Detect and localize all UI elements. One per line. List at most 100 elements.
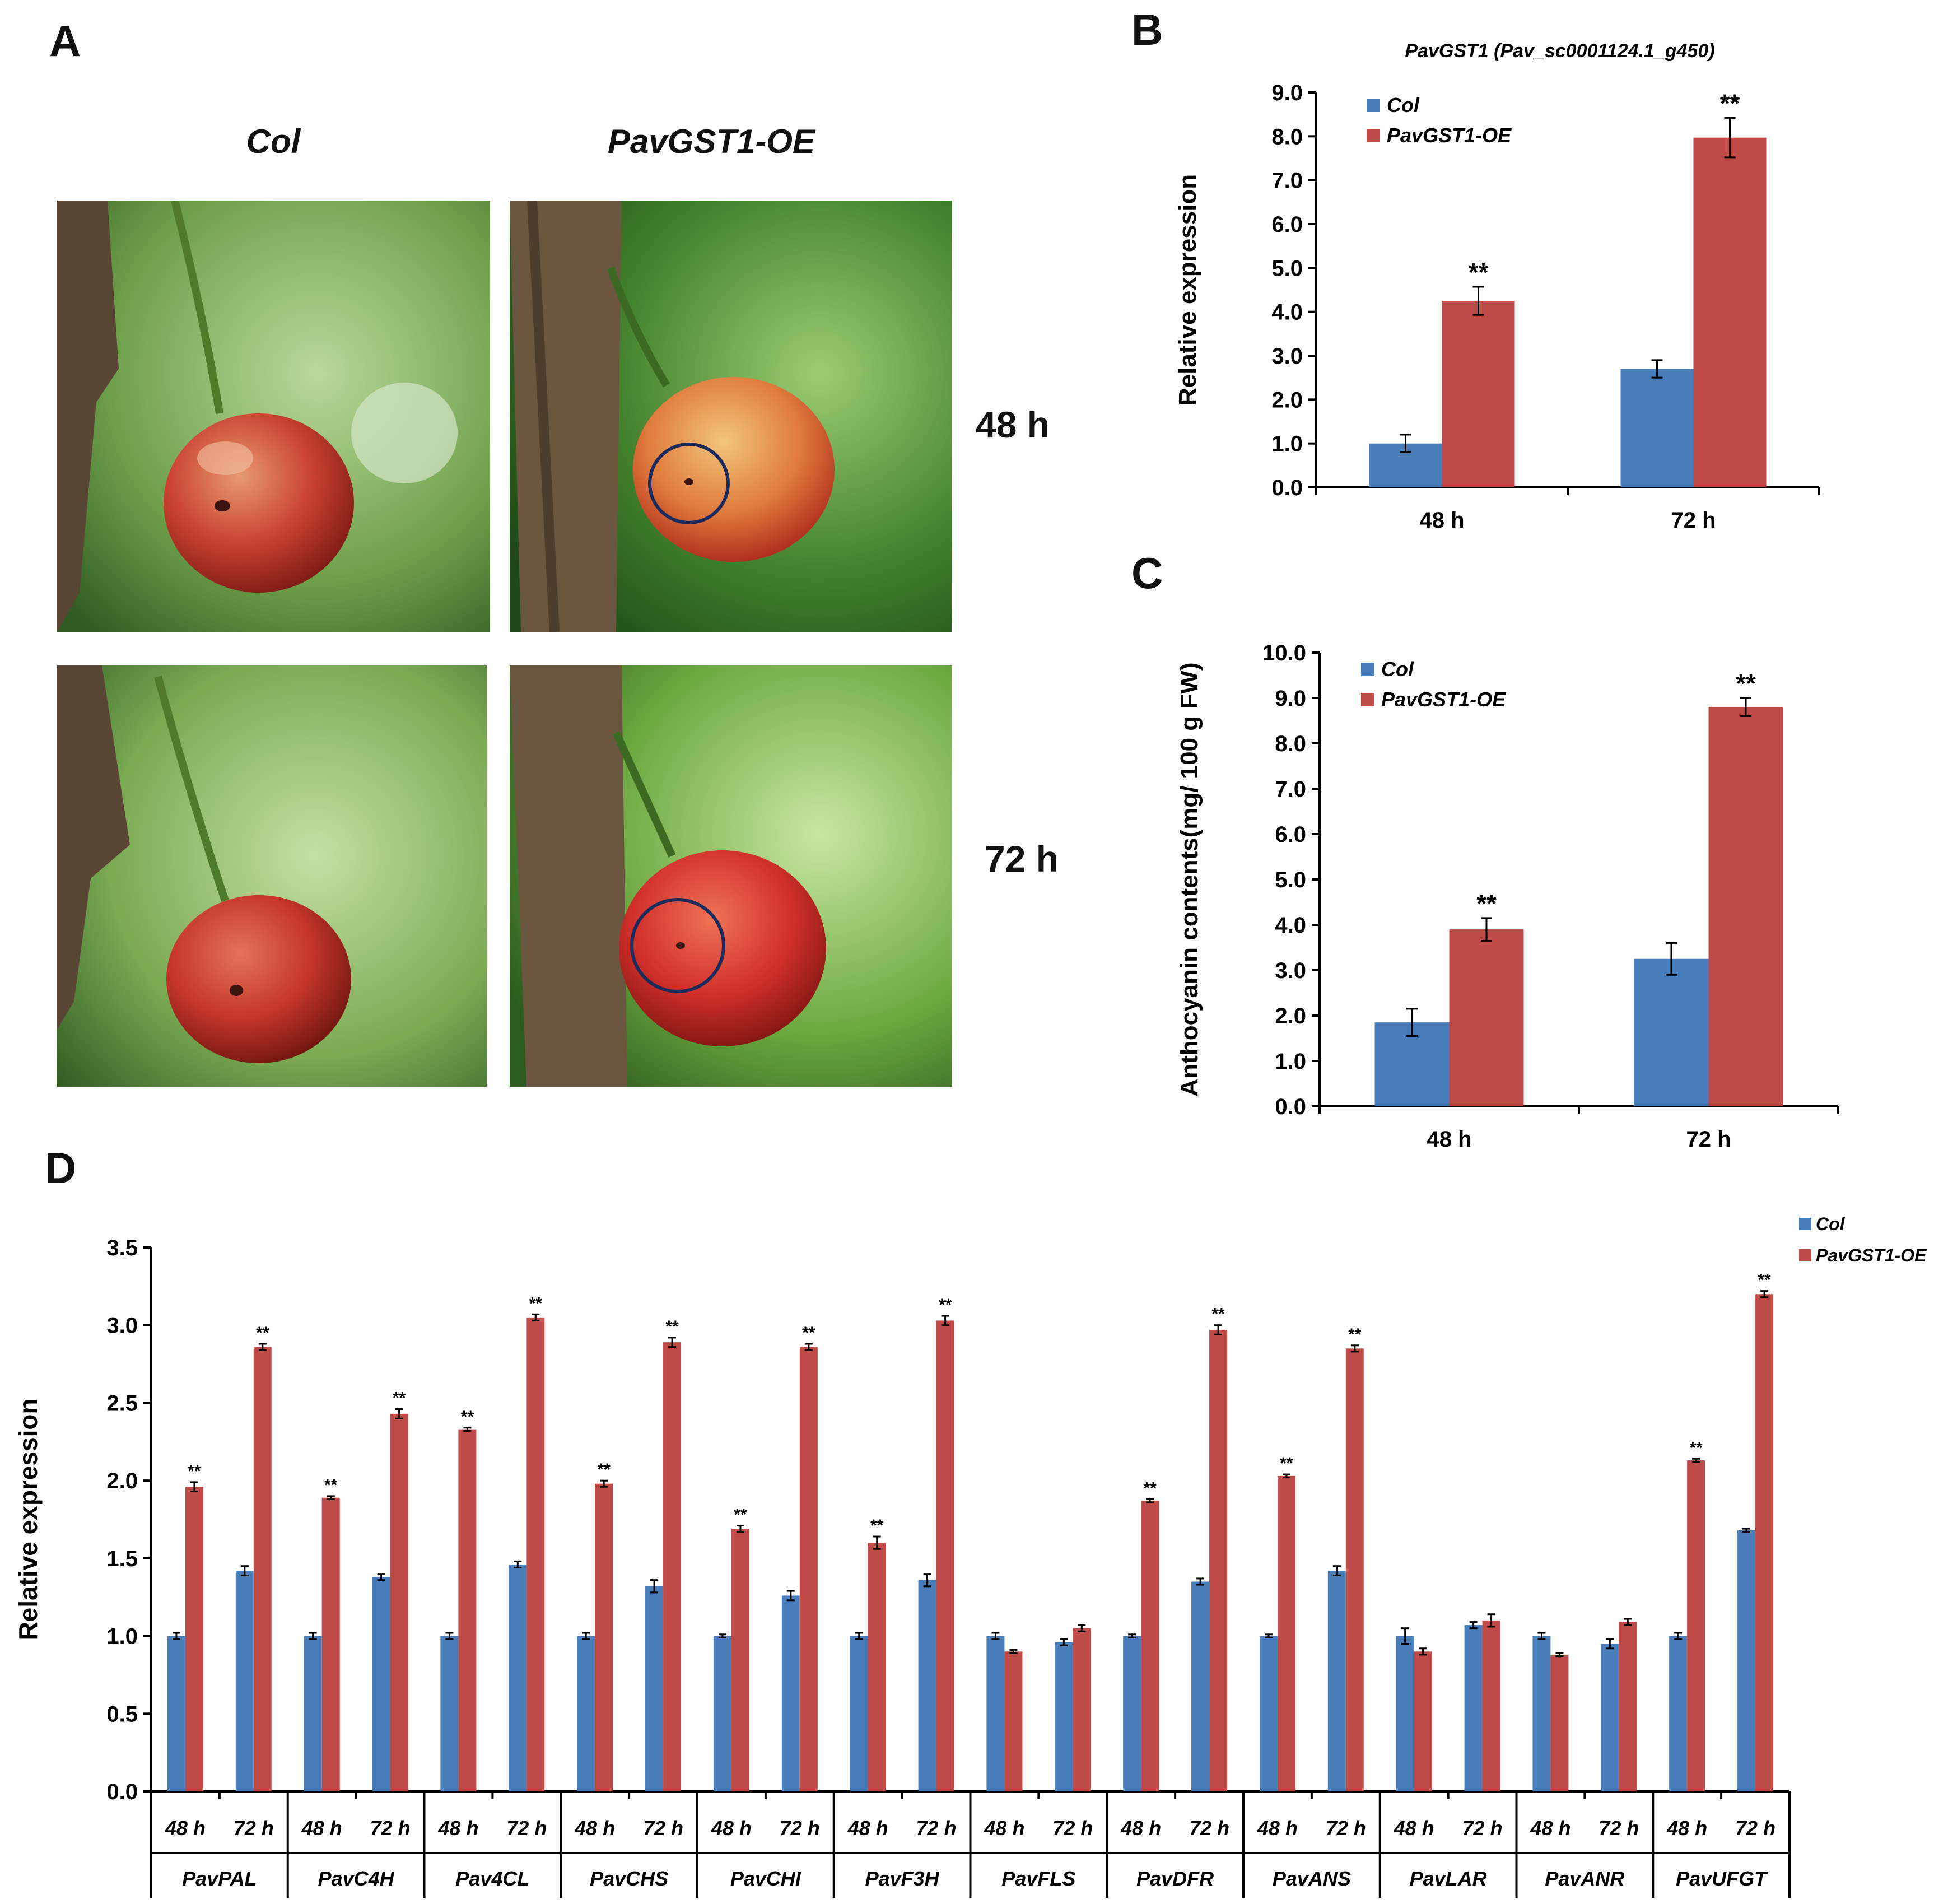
chart-d-time-label: 72 h (1599, 1817, 1639, 1840)
chart-d-bar (1669, 1636, 1688, 1791)
chart-d-significance-mark: ** (1280, 1454, 1293, 1473)
chart-d-gene-label: PavLAR (1410, 1867, 1487, 1890)
chart-c-ytick-label: 1.0 (1275, 1049, 1306, 1074)
chart-d-gene-label: PavANS (1273, 1867, 1351, 1890)
chart-d-significance-mark: ** (870, 1516, 884, 1535)
chart-d-bar (850, 1636, 868, 1791)
chart-b-significance-mark: ** (1469, 258, 1489, 287)
photo-col-72h (57, 665, 487, 1087)
chart-d-significance-mark: ** (1211, 1305, 1225, 1324)
chart-c-xtick-label: 48 h (1427, 1127, 1471, 1152)
chart-d-time-label: 72 h (370, 1817, 411, 1840)
chart-d-bar (304, 1636, 322, 1791)
chart-d-significance-mark: ** (939, 1296, 952, 1314)
chart-d-bar (1123, 1636, 1141, 1791)
chart-d-time-label: 48 h (1257, 1817, 1298, 1840)
chart-d-bar (1482, 1620, 1500, 1791)
chart-d-gene-label: PavPAL (182, 1867, 257, 1890)
chart-b-legend-swatch (1367, 99, 1380, 112)
chart-d-bar (1055, 1642, 1073, 1791)
chart-b-ytick-label: 9.0 (1271, 81, 1303, 105)
chart-c-ylabel: Anthocyanin contents(mg/ 100 g FW) (1176, 663, 1203, 1097)
chart-d-significance-mark: ** (598, 1460, 611, 1479)
chart-c-bar (1708, 707, 1783, 1106)
chart-d-bar (868, 1543, 886, 1791)
chart-d-bar (1259, 1636, 1278, 1791)
oe-column-label: PavGST1-OE (607, 123, 815, 160)
chart-c-ytick-label: 0.0 (1275, 1095, 1306, 1119)
chart-d-bar (986, 1636, 1005, 1791)
chart-c-svg: 0.0 1.0 2.0 3.0 4.0 5.0 6.0 7.0 8.0 9.0 10.0 Anthoc… (1176, 641, 1839, 1152)
chart-d-bar (781, 1595, 800, 1791)
time-label-48h: 48 h (976, 404, 1050, 445)
chart-d-gene-label: PavCHI (730, 1867, 801, 1890)
photo-oe-72h (510, 665, 952, 1087)
chart-c-ytick-label: 7.0 (1275, 777, 1306, 802)
chart-d-ytick-label: 2.5 (106, 1391, 138, 1416)
chart-d-time-label: 72 h (780, 1817, 820, 1840)
chart-d-significance-mark: ** (393, 1389, 406, 1408)
chart-d-significance-mark: ** (802, 1324, 815, 1342)
chart-d-bar (1396, 1636, 1414, 1791)
chart-b-ytick-label: 1.0 (1271, 432, 1303, 457)
chart-d-significance-mark: ** (324, 1476, 338, 1495)
panel-letter-c: C (1131, 548, 1163, 598)
chart-d-bar (1737, 1530, 1756, 1791)
chart-d-bar (1464, 1625, 1483, 1791)
chart-d-bar (1209, 1330, 1228, 1791)
chart-d-time-label: 48 h (1530, 1817, 1570, 1840)
chart-d-bar (1601, 1644, 1619, 1791)
chart-d-bar (918, 1580, 936, 1791)
chart-d-gene-label: PavFLS (1001, 1867, 1075, 1890)
chart-c-ytick-label: 3.0 (1275, 958, 1306, 983)
chart-c-legend-label: PavGST1-OE (1381, 688, 1506, 711)
chart-b-legend-swatch (1367, 129, 1380, 142)
chart-b-ytick-label: 4.0 (1271, 300, 1303, 325)
chart-b-legend-label: Col (1387, 94, 1420, 117)
chart-d-time-label: 72 h (1462, 1817, 1503, 1840)
chart-d: 0.0 0.5 1.0 1.5 2.0 2.5 3.0 3.5 Relative express… (0, 1199, 1934, 1899)
chart-d-bar (1327, 1571, 1346, 1791)
time-label-72h: 72 h (985, 838, 1059, 879)
chart-d-ytick-label: 3.0 (106, 1314, 138, 1338)
chart-c-ytick-label: 4.0 (1275, 913, 1306, 938)
chart-c-significance-mark: ** (1736, 669, 1756, 698)
chart-d-legend-swatch (1799, 1218, 1811, 1230)
panel-letter-a: A (49, 16, 81, 66)
chart-d-bar (1345, 1348, 1364, 1791)
chart-d-bar (440, 1636, 459, 1791)
chart-b-ytick-label: 5.0 (1271, 256, 1303, 281)
chart-d-gene-label: PavC4H (318, 1867, 395, 1890)
chart-d-bar (509, 1564, 527, 1791)
chart-d-time-label: 48 h (165, 1817, 206, 1840)
chart-d-significance-mark: ** (665, 1318, 679, 1336)
chart-b-bar (1442, 301, 1515, 487)
chart-d-gene-label: PavCHS (590, 1867, 668, 1890)
chart-b: PavGST1 (Pav_sc0001124.1_g450) 0.0 1.0 2.0 3… (1154, 22, 1860, 566)
chart-d-time-label: 48 h (301, 1817, 342, 1840)
chart-c-significance-mark: ** (1476, 889, 1497, 918)
chart-d-ylabel: Relative expression (13, 1398, 43, 1640)
chart-d-bar (253, 1347, 272, 1791)
chart-c-legend-swatch (1361, 663, 1374, 676)
chart-d-gene-label: PavF3H (865, 1867, 940, 1890)
chart-d-bar (321, 1497, 340, 1791)
chart-d-significance-mark: ** (461, 1408, 474, 1426)
chart-d-bar (458, 1429, 477, 1791)
chart-d-ytick-label: 0.5 (106, 1702, 138, 1726)
chart-d-time-label: 72 h (234, 1817, 274, 1840)
chart-d-bar (1755, 1294, 1774, 1791)
chart-d-bar (577, 1636, 595, 1791)
chart-d-bar (731, 1529, 749, 1791)
chart-d-ytick-label: 2.0 (106, 1469, 138, 1493)
chart-d-significance-mark: ** (1348, 1325, 1362, 1344)
chart-c-ytick-label: 10.0 (1262, 641, 1306, 665)
chart-c-ytick-label: 5.0 (1275, 868, 1306, 892)
chart-b-ylabel: Relative expression (1174, 174, 1201, 406)
chart-d-time-label: 72 h (1052, 1817, 1093, 1840)
chart-d-legend-label: Col (1816, 1214, 1846, 1234)
chart-c: 0.0 1.0 2.0 3.0 4.0 5.0 6.0 7.0 8.0 9.0 10.0 Anthoc… (1154, 599, 1882, 1165)
chart-d-bar (663, 1342, 682, 1791)
chart-d-bar (1073, 1628, 1091, 1791)
chart-c-ytick-label: 6.0 (1275, 822, 1306, 847)
